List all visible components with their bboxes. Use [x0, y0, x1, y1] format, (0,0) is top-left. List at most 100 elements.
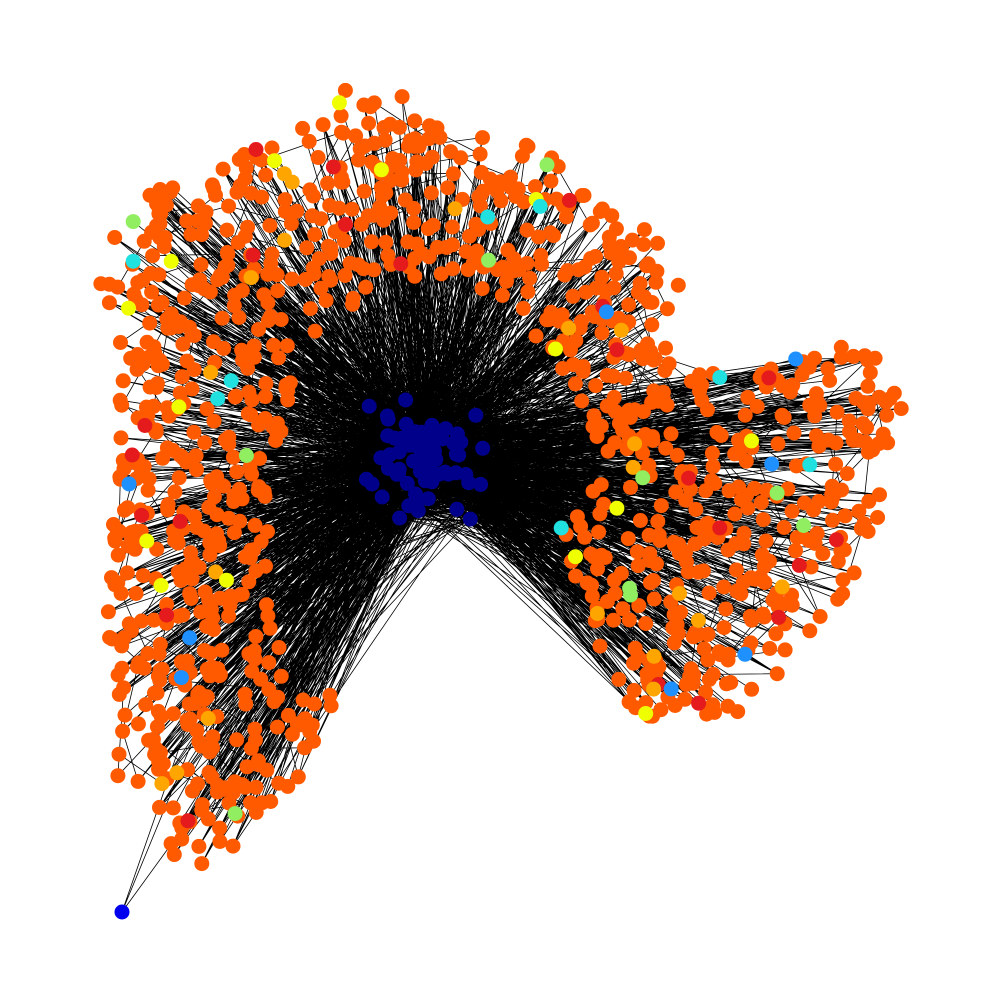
node-periphery-orange — [573, 314, 589, 329]
node-periphery-orange — [322, 197, 338, 213]
node-periphery-orange — [366, 95, 382, 111]
node-periphery-orange — [756, 558, 772, 574]
node-periphery-orange — [520, 284, 536, 300]
node-outlier-blue — [114, 904, 130, 920]
node-periphery-orange — [244, 392, 260, 408]
node-periphery-orange — [336, 233, 352, 249]
node-periphery-orange — [744, 681, 760, 697]
node-periphery-orange — [269, 719, 285, 735]
node-periphery-orange — [197, 215, 213, 231]
node-periphery-orange — [193, 257, 209, 273]
node-periphery-orange — [251, 757, 266, 773]
node-periphery-orange — [119, 565, 135, 581]
node-periphery-orange — [172, 385, 188, 401]
node-periphery-orange — [872, 487, 887, 503]
node-periphery-orange — [372, 199, 388, 215]
node-periphery-orange — [716, 620, 732, 636]
node-periphery-orange — [289, 203, 305, 219]
node-periphery-orange — [209, 469, 225, 485]
node-periphery-orange — [128, 586, 144, 601]
node-periphery-orange — [323, 698, 339, 714]
node-periphery-orange — [358, 279, 374, 295]
node-periphery-orange — [671, 545, 687, 561]
node-periphery-orange — [445, 261, 461, 277]
node-periphery-orange — [191, 838, 207, 854]
node-periphery-light-green — [481, 252, 496, 268]
node-core-navy — [429, 432, 445, 448]
node-periphery-orange — [568, 333, 584, 349]
node-periphery-orange — [600, 443, 616, 459]
node-periphery-orange — [140, 646, 156, 661]
node-periphery-orange — [738, 453, 754, 469]
node-periphery-amber — [646, 648, 662, 664]
node-periphery-orange — [202, 535, 218, 551]
node-periphery-orange — [353, 216, 369, 232]
node-periphery-orange — [130, 275, 146, 291]
node-periphery-orange — [740, 389, 756, 405]
node-periphery-orange — [295, 692, 311, 708]
node-periphery-orange — [356, 183, 372, 199]
node-periphery-amber — [154, 776, 170, 792]
node-periphery-orange — [149, 541, 165, 557]
node-periphery-orange — [694, 377, 710, 393]
node-periphery-orange — [214, 642, 230, 658]
node-periphery-orange — [212, 820, 228, 836]
node-periphery-red — [124, 447, 140, 463]
node-periphery-orange — [700, 652, 716, 668]
node-periphery-orange — [728, 562, 744, 578]
node-periphery-orange — [266, 694, 282, 710]
node-periphery-orange — [223, 588, 239, 604]
node-periphery-orange — [642, 546, 658, 562]
node-periphery-orange — [120, 500, 136, 516]
node-periphery-amber — [561, 320, 577, 336]
node-periphery-orange — [240, 406, 256, 422]
node-periphery-orange — [599, 594, 615, 609]
node-periphery-orange — [623, 479, 638, 495]
node-core-navy — [424, 419, 440, 435]
node-periphery-orange — [199, 618, 215, 634]
node-periphery-red — [180, 813, 196, 829]
node-periphery-orange — [260, 608, 276, 624]
node-periphery-orange — [299, 240, 315, 256]
node-periphery-orange — [307, 323, 323, 339]
node-periphery-orange — [727, 506, 743, 522]
node-periphery-orange — [191, 559, 207, 575]
node-periphery-orange — [189, 462, 204, 478]
node-periphery-orange — [170, 608, 186, 624]
node-periphery-orange — [148, 422, 164, 438]
node-periphery-amber — [613, 322, 629, 338]
node-periphery-orange — [683, 661, 699, 677]
node-periphery-orange — [522, 270, 538, 286]
node-periphery-orange — [666, 607, 682, 623]
node-periphery-orange — [700, 626, 716, 642]
node-periphery-orange — [776, 409, 792, 425]
node-periphery-orange — [770, 599, 786, 615]
node-periphery-orange — [669, 447, 685, 463]
node-periphery-orange — [174, 831, 190, 847]
node-periphery-orange — [167, 533, 183, 548]
node-periphery-orange — [239, 759, 255, 775]
node-periphery-red — [761, 370, 777, 386]
node-periphery-orange — [165, 706, 181, 722]
node-periphery-orange — [123, 350, 139, 366]
node-periphery-orange — [334, 124, 349, 140]
node-periphery-orange — [251, 322, 266, 337]
node-periphery-orange — [366, 135, 382, 151]
node-periphery-orange — [407, 268, 423, 284]
node-periphery-light-green — [622, 580, 638, 596]
node-periphery-orange — [264, 246, 280, 262]
node-periphery-orange — [199, 689, 215, 705]
node-periphery-orange — [246, 349, 262, 365]
node-core-navy — [382, 447, 398, 463]
node-periphery-orange — [550, 159, 566, 174]
node-periphery-orange — [721, 483, 737, 499]
node-periphery-orange — [257, 411, 273, 426]
node-periphery-orange — [740, 500, 756, 516]
node-periphery-orange — [712, 647, 728, 663]
node-periphery-yellow — [609, 500, 625, 516]
node-periphery-orange — [640, 256, 656, 272]
node-periphery-orange — [829, 404, 845, 420]
node-periphery-red — [712, 520, 728, 536]
node-periphery-orange — [543, 173, 559, 189]
node-periphery-yellow — [153, 578, 169, 593]
